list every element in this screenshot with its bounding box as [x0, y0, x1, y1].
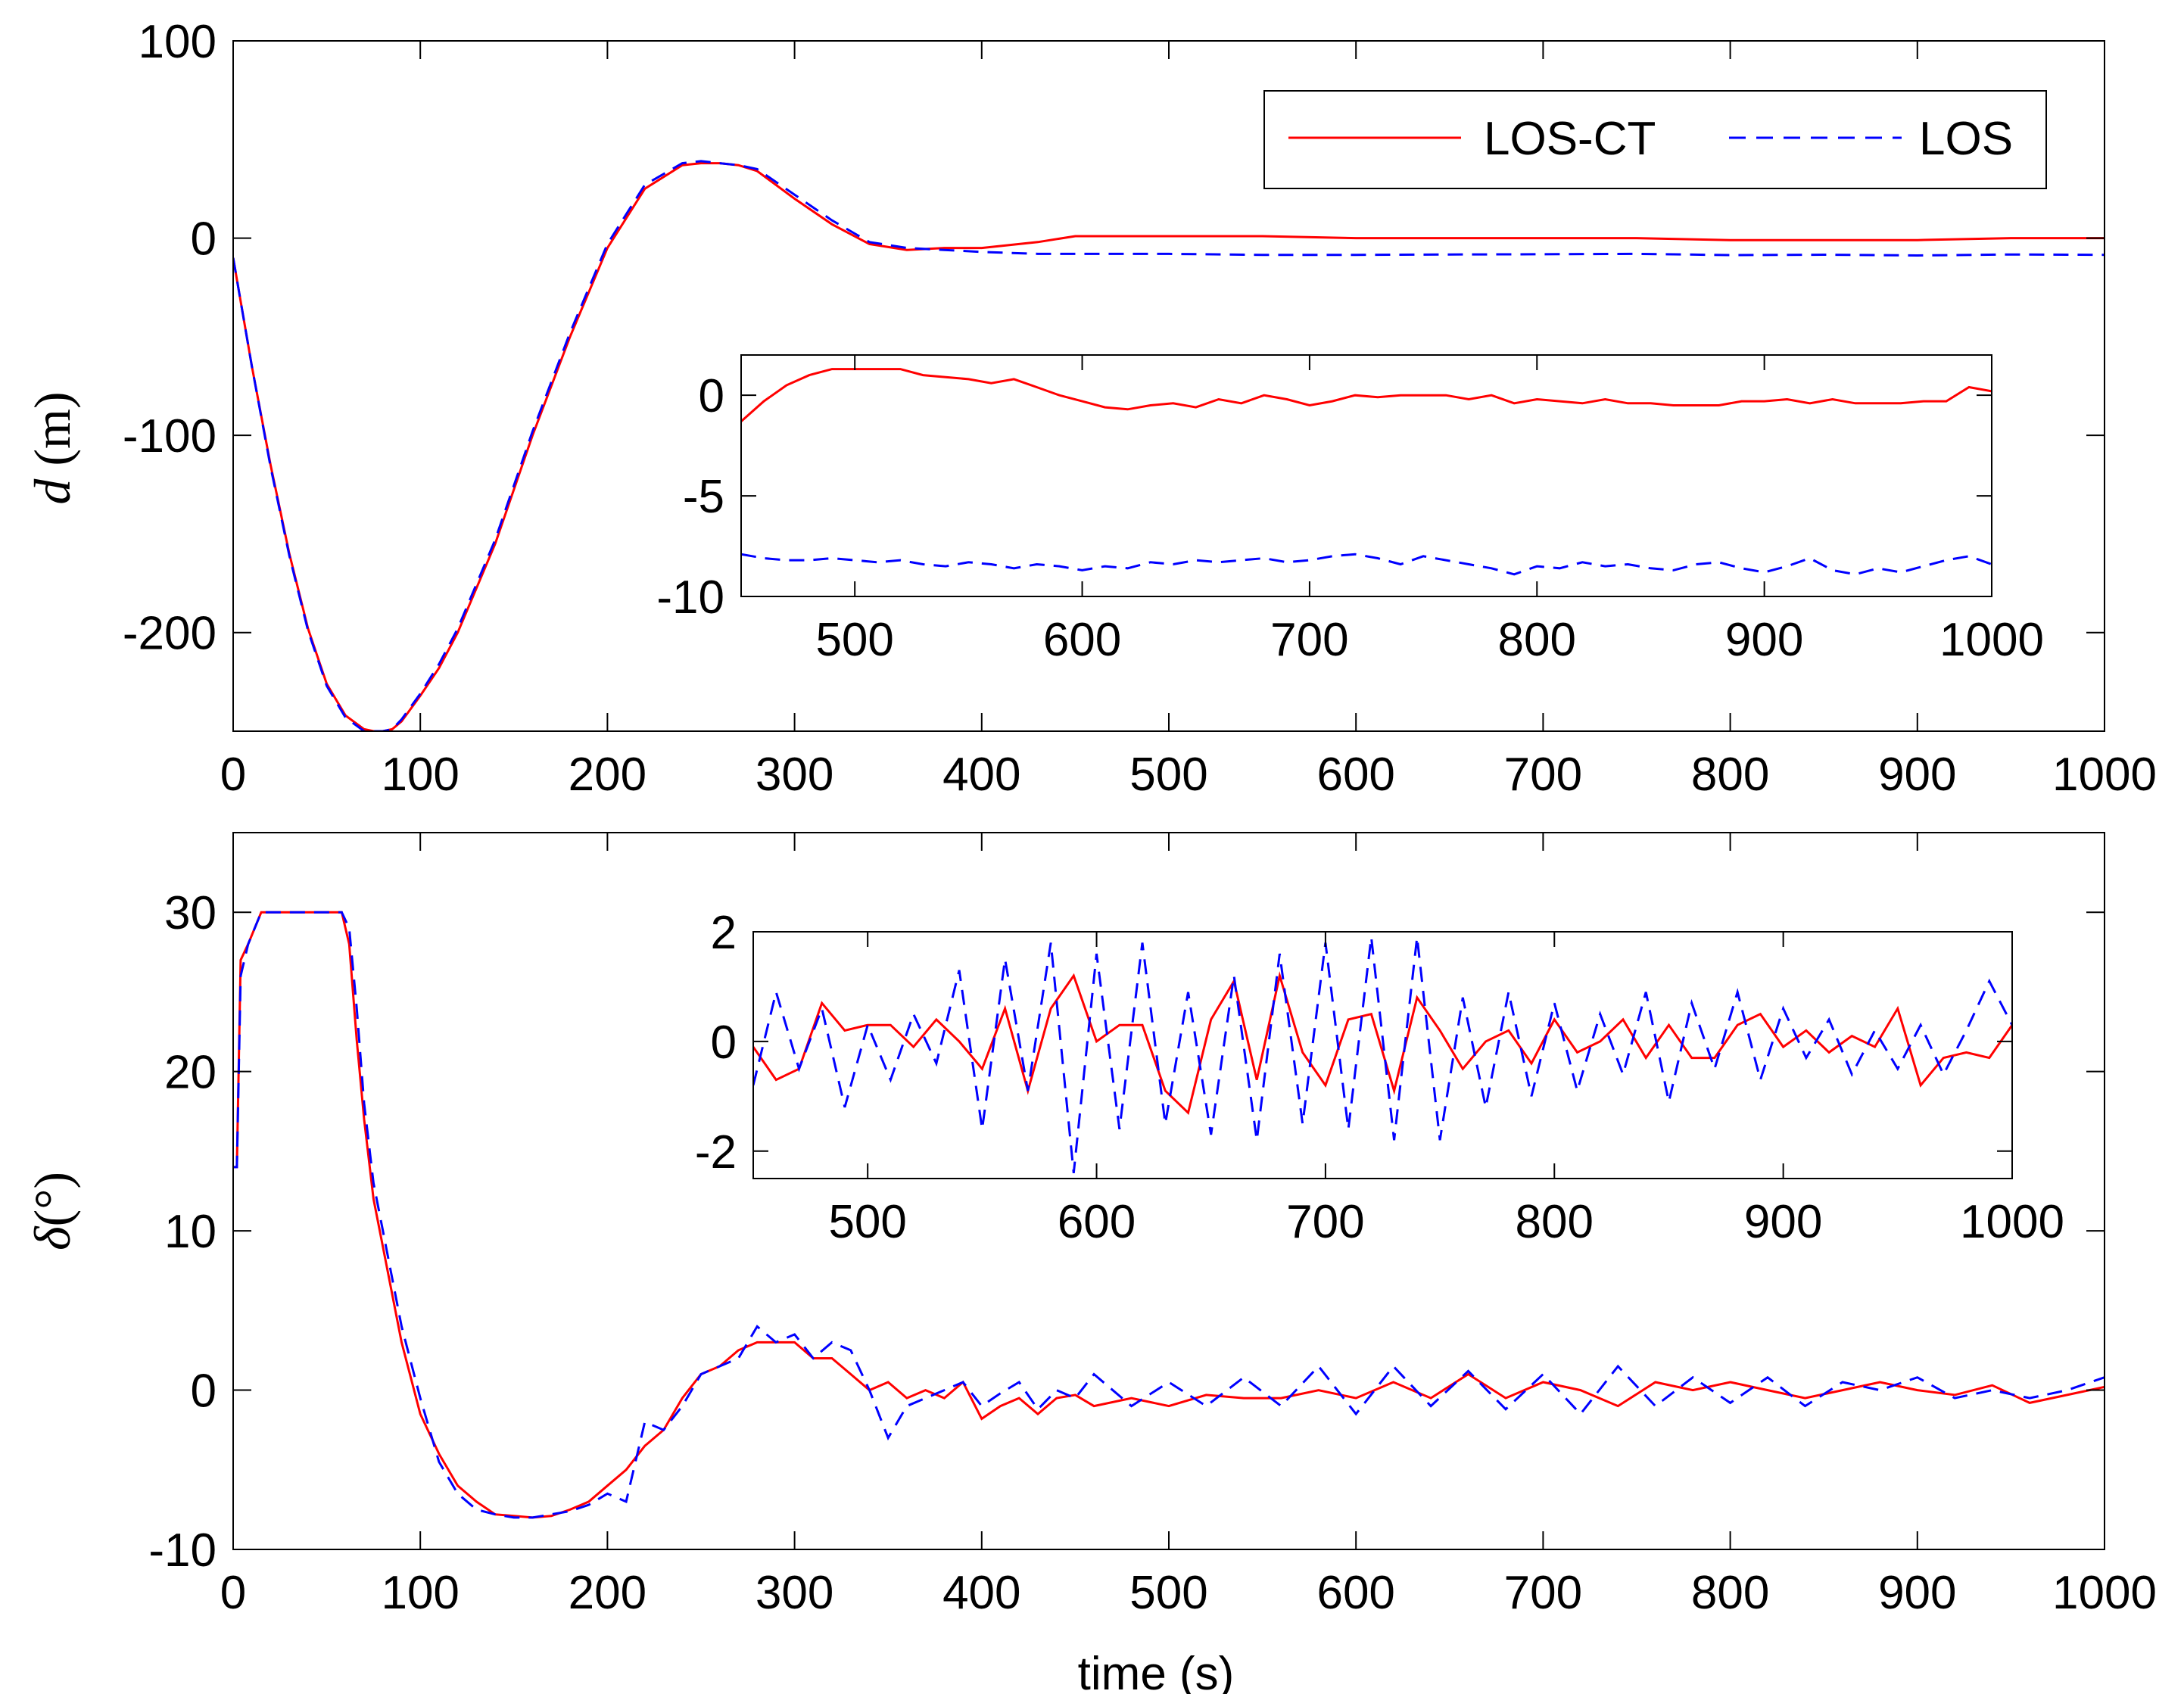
bottom-x-tick-label: 100 — [381, 1567, 459, 1619]
top-inset-series-los-ct — [741, 368, 1992, 422]
legend-box — [1263, 90, 2047, 189]
top-x-tick-label: 700 — [1504, 749, 1582, 801]
top-x-tick-label: 200 — [569, 749, 646, 801]
x-axis-label: time (s) — [1078, 1648, 1235, 1694]
bottom-x-tick-label: 900 — [1878, 1567, 1956, 1619]
bottom-x-tick-label: 700 — [1504, 1567, 1582, 1619]
top-y-tick-label: 0 — [191, 213, 217, 266]
top-inset-x-tick-label: 600 — [1043, 614, 1121, 666]
bottom-inset-series-los-ct — [753, 971, 2012, 1115]
bottom-inset-y-tick-label: -2 — [695, 1126, 737, 1179]
top-x-tick-label: 100 — [381, 749, 459, 801]
bottom-inset-x-tick-label: 900 — [1744, 1196, 1822, 1248]
top-inset-x-tick-label: 900 — [1725, 614, 1803, 666]
bottom-y-axis-label-symbol: δ — [23, 1225, 81, 1250]
bottom-x-tick-label: 200 — [569, 1567, 646, 1619]
bottom-x-tick-label: 400 — [942, 1567, 1020, 1619]
bottom-series-los — [233, 911, 2105, 1519]
bottom-inset-series-los — [753, 937, 2012, 1173]
bottom-inset-panel: 500 600 700 800 900 1000 2 0 -2 — [695, 907, 2064, 1248]
bottom-inset-x-tick-label: 800 — [1516, 1196, 1594, 1248]
bottom-panel: 0 100 200 300 400 500 600 700 800 900 10003020100-… — [148, 832, 2157, 1619]
bottom-x-tick-label: 1000 — [2052, 1567, 2157, 1619]
top-inset-x-tick-label: 700 — [1270, 614, 1348, 666]
top-y-axis-label: d (m) — [23, 391, 81, 504]
bottom-x-tick-label: 600 — [1316, 1567, 1394, 1619]
bottom-inset-x-tick-label: 500 — [828, 1196, 906, 1248]
bottom-inset-x-tick-label: 700 — [1286, 1196, 1364, 1248]
top-x-tick-label: 400 — [942, 749, 1020, 801]
legend: LOS-CT LOS — [1263, 90, 2047, 189]
top-inset-series-los — [741, 553, 1992, 576]
bottom-y-tick-label: -10 — [148, 1524, 217, 1577]
bottom-y-axis-label: δ(°) — [23, 1172, 81, 1250]
top-x-tick-label: 1000 — [2052, 749, 2157, 801]
bottom-inset-x-tick-label: 600 — [1058, 1196, 1136, 1248]
bottom-x-tick-label: 500 — [1129, 1567, 1207, 1619]
top-y-axis-label-symbol: d — [23, 478, 81, 505]
top-inset-axes-frame — [740, 354, 1992, 597]
bottom-inset-axes-frame — [752, 931, 2013, 1179]
bottom-x-tick-label: 300 — [756, 1567, 833, 1619]
top-x-tick-label: 0 — [220, 749, 246, 801]
top-inset-y-tick-label: 0 — [699, 370, 724, 422]
top-inset-panel: 500 600 700 800 900 1000 0 -5 -10 — [656, 354, 2044, 666]
top-inset-x-tick-label: 1000 — [1939, 614, 2044, 666]
top-y-tick-label: -100 — [123, 410, 217, 462]
bottom-x-tick-label: 800 — [1691, 1567, 1769, 1619]
bottom-y-tick-label: 30 — [164, 887, 217, 939]
bottom-y-axis-label-unit: (°) — [23, 1172, 81, 1226]
top-inset-y-tick-label: -10 — [656, 571, 724, 624]
bottom-inset-x-tick-label: 1000 — [1960, 1196, 2064, 1248]
legend-label-los-ct: LOS-CT — [1484, 113, 1656, 165]
top-inset-x-tick-label: 800 — [1498, 614, 1576, 666]
bottom-inset-y-tick-label: 0 — [711, 1017, 737, 1069]
legend-label-los: LOS — [1919, 113, 2013, 165]
top-y-axis-label-unit: (m) — [23, 391, 81, 478]
top-x-tick-label: 500 — [1129, 749, 1207, 801]
top-y-tick-label: 100 — [139, 16, 217, 68]
top-x-tick-label: 600 — [1316, 749, 1394, 801]
top-x-tick-label: 800 — [1691, 749, 1769, 801]
bottom-y-tick-label: 0 — [191, 1365, 217, 1418]
top-x-tick-label: 300 — [756, 749, 833, 801]
top-inset-y-tick-label: -5 — [683, 471, 724, 523]
bottom-inset-y-tick-label: 2 — [711, 907, 737, 959]
top-inset-x-tick-label: 500 — [815, 614, 893, 666]
top-series-los — [233, 160, 2105, 731]
bottom-series-los-ct — [233, 911, 2105, 1519]
top-x-tick-label: 900 — [1878, 749, 1956, 801]
bottom-y-tick-label: 10 — [164, 1206, 217, 1258]
top-y-tick-label: -200 — [123, 608, 217, 660]
bottom-x-tick-label: 0 — [220, 1567, 246, 1619]
bottom-y-tick-label: 20 — [164, 1047, 217, 1099]
top-panel: 0 100 200 300 400 500 600 700 800 900 10001000-100… — [123, 16, 2157, 801]
